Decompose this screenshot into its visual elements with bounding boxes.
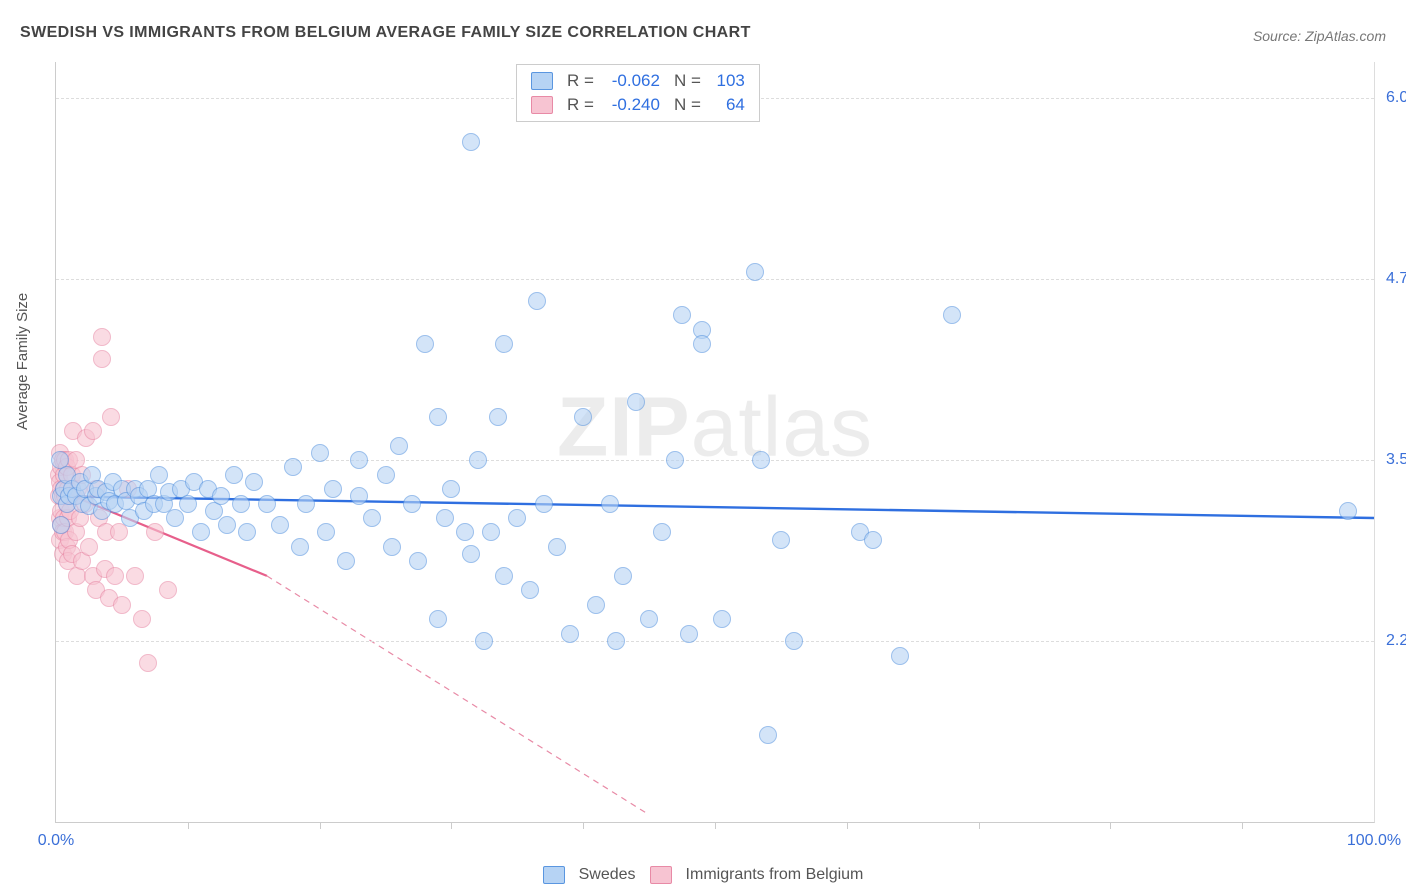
data-point-swedes [291, 538, 309, 556]
data-point-swedes [614, 567, 632, 585]
x-tick-label: 0.0% [38, 832, 74, 850]
data-point-swedes [311, 444, 329, 462]
y-tick-label: 3.50 [1376, 451, 1406, 469]
gridline [56, 279, 1374, 280]
y-axis-title: Average Family Size [14, 293, 31, 430]
y-tick-label: 4.75 [1376, 270, 1406, 288]
trend-lines [56, 62, 1374, 822]
data-point-belgium [139, 654, 157, 672]
swatch-swedes [531, 72, 553, 90]
data-point-swedes [383, 538, 401, 556]
data-point-swedes [150, 466, 168, 484]
x-tick [1242, 822, 1243, 829]
data-point-swedes [746, 263, 764, 281]
data-point-belgium [80, 538, 98, 556]
data-point-belgium [126, 567, 144, 585]
stat-n-label: N = [674, 71, 701, 91]
data-point-swedes [601, 495, 619, 513]
stat-r-label: R = [567, 95, 594, 115]
x-tick [979, 822, 980, 829]
chart-title: SWEDISH VS IMMIGRANTS FROM BELGIUM AVERA… [20, 24, 751, 42]
x-tick [847, 822, 848, 829]
data-point-belgium [93, 350, 111, 368]
data-point-belgium [102, 408, 120, 426]
data-point-swedes [627, 393, 645, 411]
data-point-swedes [232, 495, 250, 513]
bottom-legend: Swedes Immigrants from Belgium [0, 866, 1406, 884]
stat-n-value-belgium: 64 [711, 95, 745, 115]
data-point-swedes [212, 487, 230, 505]
data-point-swedes [436, 509, 454, 527]
stats-legend-box: R = -0.062 N = 103 R = -0.240 N = 64 [516, 64, 760, 122]
data-point-swedes [429, 408, 447, 426]
stat-n-value-swedes: 103 [711, 71, 745, 91]
data-point-swedes [495, 567, 513, 585]
data-point-swedes [864, 531, 882, 549]
data-point-swedes [772, 531, 790, 549]
x-tick [320, 822, 321, 829]
data-point-swedes [456, 523, 474, 541]
gridline [56, 460, 1374, 461]
data-point-swedes [891, 647, 909, 665]
data-point-swedes [377, 466, 395, 484]
stat-r-value-swedes: -0.062 [604, 71, 660, 91]
stat-n-label: N = [674, 95, 701, 115]
y-tick-label: 2.25 [1376, 632, 1406, 650]
data-point-swedes [528, 292, 546, 310]
legend-label-swedes: Swedes [579, 866, 636, 884]
data-point-swedes [561, 625, 579, 643]
data-point-swedes [324, 480, 342, 498]
swatch-belgium [531, 96, 553, 114]
x-tick-label: 100.0% [1347, 832, 1401, 850]
data-point-swedes [179, 495, 197, 513]
data-point-swedes [245, 473, 263, 491]
data-point-swedes [462, 133, 480, 151]
data-point-swedes [469, 451, 487, 469]
plot-area: ZIPatlas R = -0.062 N = 103 R = -0.240 N… [55, 62, 1375, 823]
source-attribution: Source: ZipAtlas.com [1253, 28, 1386, 44]
data-point-swedes [166, 509, 184, 527]
data-point-belgium [113, 596, 131, 614]
legend-label-belgium: Immigrants from Belgium [686, 866, 864, 884]
stat-r-label: R = [567, 71, 594, 91]
data-point-swedes [680, 625, 698, 643]
data-point-swedes [759, 726, 777, 744]
data-point-swedes [535, 495, 553, 513]
x-tick [451, 822, 452, 829]
data-point-swedes [1339, 502, 1357, 520]
gridline [56, 641, 1374, 642]
stat-r-value-belgium: -0.240 [604, 95, 660, 115]
data-point-swedes [548, 538, 566, 556]
legend-swatch-swedes [543, 866, 565, 884]
data-point-swedes [390, 437, 408, 455]
data-point-belgium [84, 422, 102, 440]
data-point-swedes [693, 335, 711, 353]
data-point-swedes [713, 610, 731, 628]
plot-inner: ZIPatlas [56, 62, 1374, 822]
stats-row-belgium: R = -0.240 N = 64 [517, 93, 759, 117]
data-point-swedes [297, 495, 315, 513]
data-point-swedes [785, 632, 803, 650]
data-point-swedes [574, 408, 592, 426]
legend-swatch-belgium [650, 866, 672, 884]
stats-row-swedes: R = -0.062 N = 103 [517, 69, 759, 93]
data-point-swedes [403, 495, 421, 513]
x-tick [715, 822, 716, 829]
trend-line [56, 496, 1374, 518]
data-point-belgium [133, 610, 151, 628]
x-tick [583, 822, 584, 829]
x-tick [188, 822, 189, 829]
data-point-swedes [489, 408, 507, 426]
x-tick [1110, 822, 1111, 829]
data-point-swedes [225, 466, 243, 484]
data-point-swedes [258, 495, 276, 513]
y-tick-label: 6.00 [1376, 89, 1406, 107]
